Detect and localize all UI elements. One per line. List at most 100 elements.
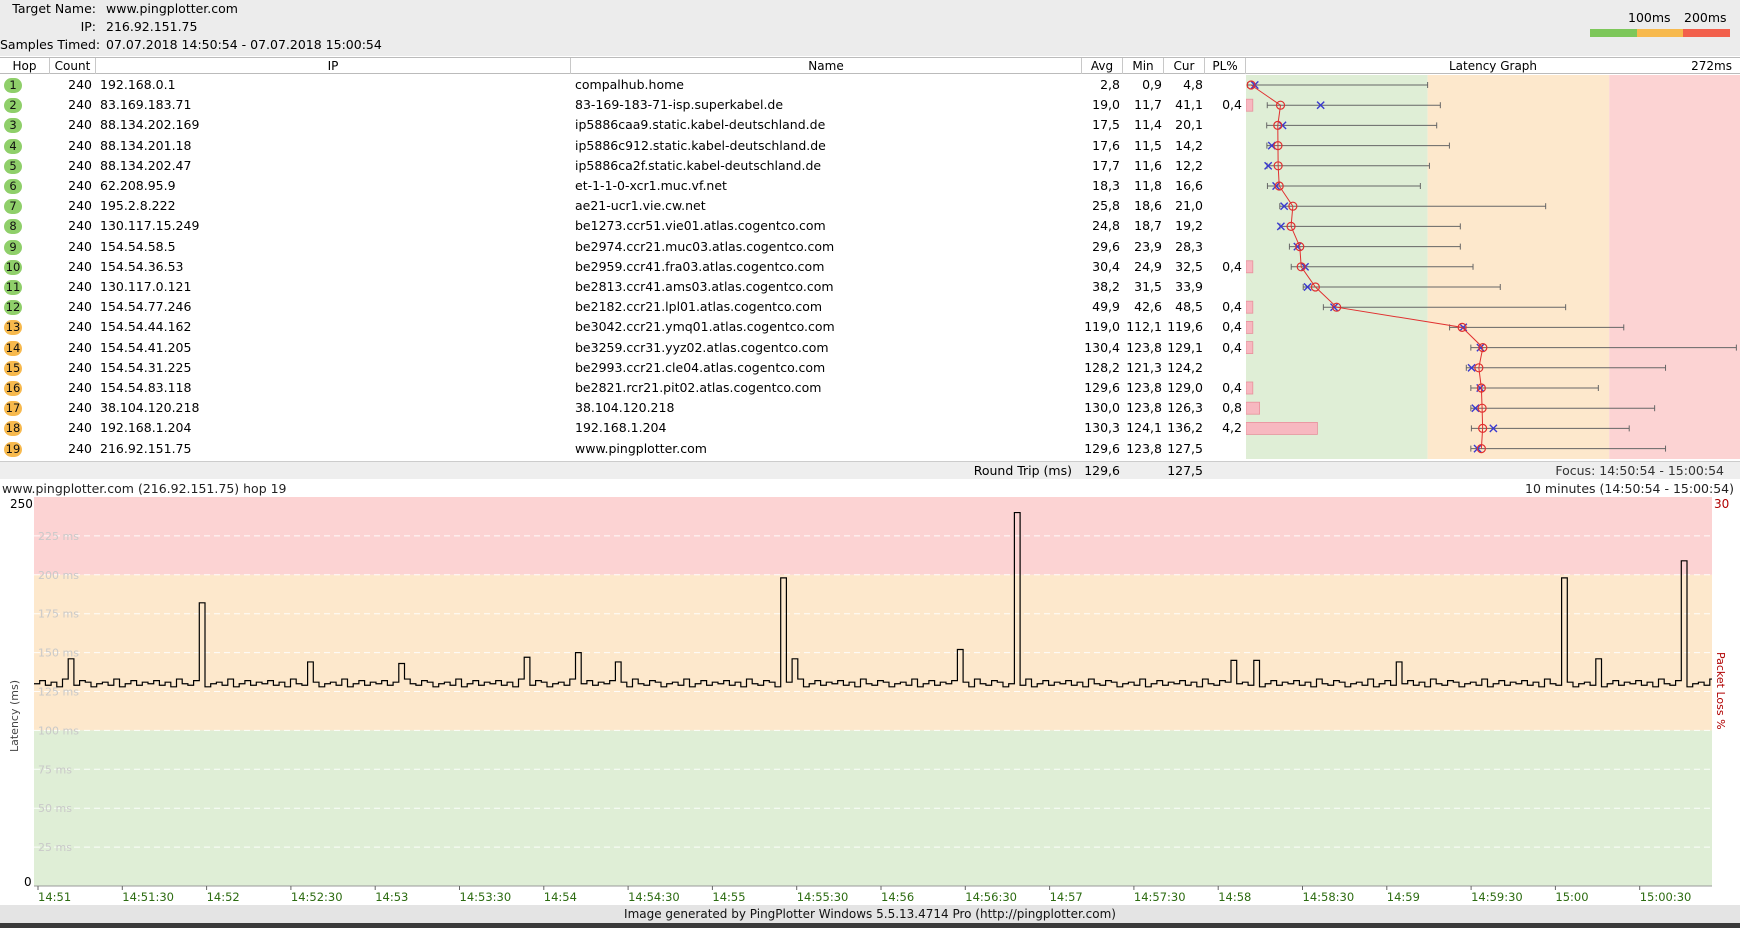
timeline-graph-panel[interactable]: 225 ms 200 ms 175 ms 150 ms 125 ms 100 ms 75 m… <box>0 497 1740 905</box>
cur-ms: 4,8 <box>1183 77 1203 92</box>
col-hop[interactable]: Hop <box>0 58 50 74</box>
ip-address: 154.54.77.246 <box>100 299 192 315</box>
hop-number: 4 <box>4 138 22 154</box>
ip-address: 38.104.120.218 <box>100 400 200 416</box>
latency-graph-max: 272ms <box>1691 59 1732 73</box>
table-row[interactable]: 17 240 38.104.120.218 38.104.120.218 130,0 12… <box>0 398 1246 418</box>
hop-number: 10 <box>4 259 22 275</box>
table-row[interactable]: 3 240 88.134.202.169 ip5886caa9.static.kabe… <box>0 115 1246 135</box>
count: 240 <box>68 380 92 395</box>
table-row[interactable]: 19 240 216.92.151.75 www.pingplotter.com 129… <box>0 439 1246 459</box>
table-row[interactable]: 14 240 154.54.41.205 be3259.ccr31.yyz02.atl… <box>0 338 1246 358</box>
y-axis-title: Latency (ms) <box>8 679 21 752</box>
timeline-chart[interactable]: 225 ms 200 ms 175 ms 150 ms 125 ms 100 ms 75 m… <box>0 497 1740 905</box>
min-ms: 23,9 <box>1134 238 1162 254</box>
table-row[interactable]: 13 240 154.54.44.162 be3042.ccr21.ymq01.atl… <box>0 317 1246 337</box>
cur-ms: 129,1 <box>1167 339 1203 355</box>
col-name[interactable]: Name <box>571 58 1082 74</box>
packet-loss-bar <box>1246 421 1318 435</box>
avg-latency-point <box>1476 444 1486 454</box>
table-row[interactable]: 11 240 130.117.0.121 be2813.ccr41.ams03.atl… <box>0 277 1246 297</box>
packet-loss-bar <box>1246 401 1261 415</box>
host-name: be2993.ccr21.cle04.atlas.cogentco.com <box>575 359 826 375</box>
col-ip[interactable]: IP <box>96 58 571 74</box>
col-count[interactable]: Count <box>50 58 96 74</box>
ip-address: 192.168.1.204 <box>100 420 192 436</box>
latency-series-line <box>34 511 1712 688</box>
packet-loss <box>1207 439 1242 459</box>
count: 240 <box>68 359 92 375</box>
table-row[interactable]: 18 240 192.168.1.204 192.168.1.204 130,3 124,… <box>0 418 1246 438</box>
avg-latency-point <box>1477 403 1487 413</box>
timeline-range-info[interactable]: 10 minutes (14:50:54 - 15:00:54) <box>1525 481 1734 496</box>
count: 240 <box>68 178 92 193</box>
table-row[interactable]: 5 240 88.134.202.47 ip5886ca2f.static.kabel… <box>0 156 1246 176</box>
table-row[interactable]: 6 240 62.208.95.9 et-1-1-0-xcr1.muc.vf.net 1… <box>0 176 1246 196</box>
table-row[interactable]: 12 240 154.54.77.246 be2182.ccr21.lpl01.atl… <box>0 297 1246 317</box>
latency-zone-red <box>1609 75 1740 459</box>
ip-address: 130.117.15.249 <box>100 218 200 234</box>
packet-loss: 0,4 <box>1222 339 1242 355</box>
min-ms: 11,8 <box>1134 178 1162 193</box>
table-row[interactable]: 4 240 88.134.201.18 ip5886c912.static.kabel… <box>0 136 1246 156</box>
avg-ms: 17,6 <box>1092 137 1120 153</box>
hop-number: 16 <box>4 381 22 396</box>
x-tick-label: 14:59:30 <box>1471 890 1523 904</box>
host-name: 83-169-183-71-isp.superkabel.de <box>575 97 784 113</box>
col-pl[interactable]: PL% <box>1205 58 1246 74</box>
table-row[interactable]: 15 240 154.54.31.225 be2993.ccr21.cle04.atl… <box>0 358 1246 378</box>
avg-latency-point <box>1310 282 1320 292</box>
packet-loss: 0,4 <box>1222 299 1242 315</box>
footer-credit: Image generated by PingPlotter Windows 5… <box>0 905 1740 923</box>
table-row[interactable]: 8 240 130.117.15.249 be1273.ccr51.vie01.atl… <box>0 216 1246 236</box>
avg-latency-point <box>1286 221 1296 231</box>
timeline-info-row: www.pingplotter.com (216.92.151.75) hop … <box>0 480 1740 497</box>
table-row[interactable]: 10 240 154.54.36.53 be2959.ccr41.fra03.atla… <box>0 257 1246 277</box>
target-ip-label: IP: <box>80 19 96 34</box>
hop-number: 7 <box>4 199 22 215</box>
loss-axis-title: Packet Loss % <box>1714 652 1727 730</box>
avg-ms: 24,8 <box>1092 218 1120 234</box>
table-row[interactable]: 16 240 154.54.83.118 be2821.rcr21.pit02.atl… <box>0 378 1246 398</box>
packet-loss: 0,4 <box>1222 319 1242 335</box>
current-latency-marker <box>1467 363 1476 372</box>
table-row[interactable]: 1 240 192.168.0.1 compalhub.home 2,8 0,9 4,8 <box>0 75 1246 95</box>
packet-loss <box>1207 216 1242 236</box>
current-latency-marker <box>1303 282 1312 292</box>
y-axis-max-label: 250 <box>10 497 33 511</box>
min-ms: 24,9 <box>1134 258 1162 274</box>
x-tick-label: 14:57 <box>1050 890 1083 904</box>
x-tick-label: 15:00 <box>1555 890 1588 904</box>
col-cur[interactable]: Cur <box>1164 58 1205 74</box>
col-avg[interactable]: Avg <box>1082 58 1123 74</box>
packet-loss <box>1207 136 1242 156</box>
gridline-label: 150 ms <box>38 647 79 660</box>
hop-number: 9 <box>4 239 22 255</box>
ip-address: 88.134.202.169 <box>100 117 200 133</box>
host-name: be3042.ccr21.ymq01.atlas.cogentco.com <box>575 319 835 335</box>
min-ms: 124,1 <box>1126 420 1162 436</box>
table-row[interactable]: 9 240 154.54.58.5 be2974.ccr21.muc03.atlas.… <box>0 237 1246 257</box>
host-name: 38.104.120.218 <box>575 400 675 416</box>
min-ms: 123,8 <box>1126 380 1162 395</box>
packet-loss: 0,4 <box>1222 258 1242 274</box>
gridline-label: 25 ms <box>38 841 72 854</box>
table-row[interactable]: 7 240 195.2.8.222 ae21-ucr1.vie.cw.net 25,8 1… <box>0 196 1246 216</box>
min-ms: 18,7 <box>1134 218 1162 234</box>
count: 240 <box>68 157 92 173</box>
table-row[interactable]: 2 240 83.169.183.71 83-169-183-71-isp.super… <box>0 95 1246 115</box>
col-min[interactable]: Min <box>1123 58 1164 74</box>
avg-ms: 130,4 <box>1084 339 1120 355</box>
avg-ms: 38,2 <box>1092 279 1120 294</box>
packet-loss-bar <box>1246 381 1254 395</box>
count: 240 <box>68 117 92 133</box>
round-trip-cur: 127,5 <box>1167 463 1203 478</box>
hop-number: 5 <box>4 158 22 174</box>
timeline-zone-red <box>34 497 1712 575</box>
col-latency-graph[interactable]: Latency Graph <box>1448 59 1538 73</box>
cur-ms: 127,5 <box>1167 440 1203 456</box>
target-ip-value: 216.92.151.75 <box>106 19 198 34</box>
hop-number: 12 <box>4 300 22 316</box>
hop-number: 17 <box>4 401 22 417</box>
host-name: be3259.ccr31.yyz02.atlas.cogentco.com <box>575 339 829 355</box>
